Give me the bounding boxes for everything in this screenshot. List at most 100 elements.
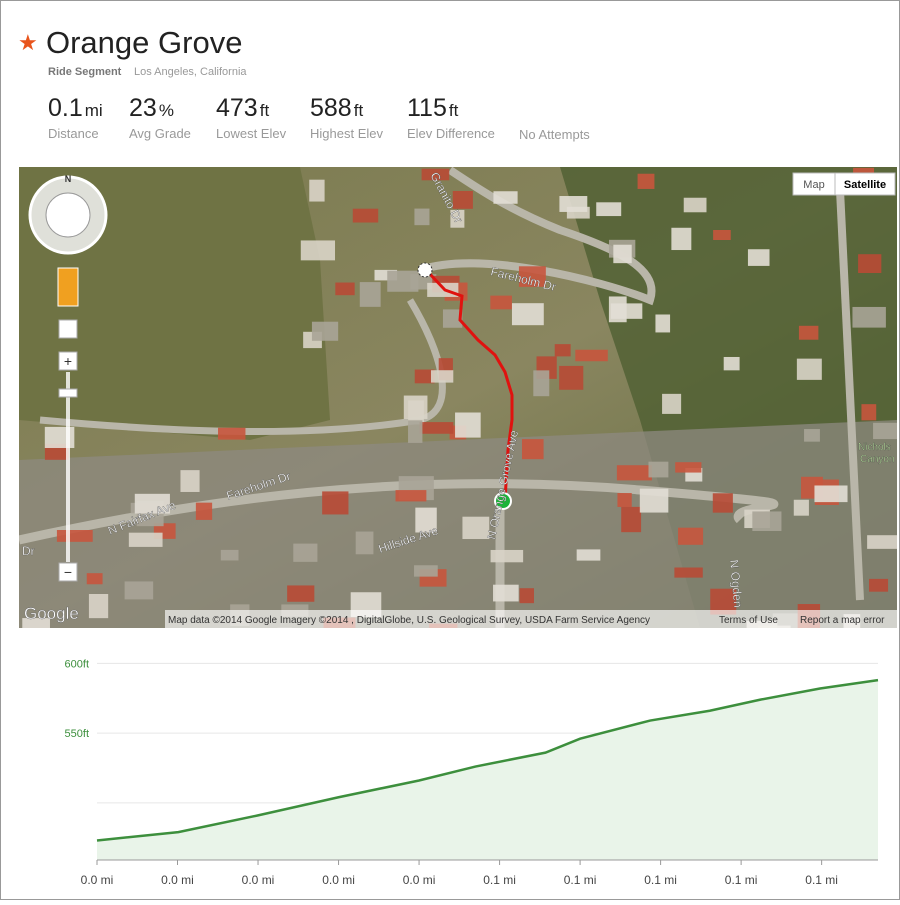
satellite-button[interactable] bbox=[834, 172, 896, 196]
house bbox=[712, 493, 733, 513]
house bbox=[674, 567, 703, 578]
stat-number: 473 bbox=[216, 94, 258, 122]
zoom-in-icon: + bbox=[64, 353, 72, 369]
house bbox=[675, 462, 702, 473]
house bbox=[86, 573, 103, 585]
house bbox=[56, 529, 93, 542]
x-tick-label: 0.0 mi bbox=[242, 873, 275, 887]
house bbox=[180, 470, 200, 492]
house bbox=[195, 502, 213, 520]
street-label: Dr bbox=[22, 544, 35, 558]
attribution: Map data ©2014 Google Imagery ©2014 , Di… bbox=[168, 615, 650, 626]
stat-label: Highest Elev bbox=[310, 126, 383, 141]
house bbox=[309, 179, 325, 202]
house bbox=[639, 488, 669, 513]
attribution-bar bbox=[165, 610, 897, 628]
house bbox=[613, 244, 632, 264]
star-icon: ★ bbox=[18, 30, 38, 55]
zoom-in[interactable] bbox=[58, 351, 78, 371]
house bbox=[442, 309, 463, 328]
attempts: No Attempts bbox=[519, 127, 590, 142]
y-tick-label: 600ft bbox=[65, 658, 89, 670]
house bbox=[300, 240, 336, 261]
street-view[interactable] bbox=[57, 267, 79, 307]
house bbox=[798, 325, 819, 340]
house bbox=[852, 306, 886, 328]
report-link[interactable]: Report a map error bbox=[800, 615, 885, 626]
x-tick-label: 0.1 mi bbox=[725, 873, 758, 887]
house bbox=[220, 549, 239, 561]
house bbox=[218, 427, 246, 440]
house bbox=[869, 578, 889, 592]
house bbox=[637, 173, 655, 189]
house bbox=[683, 197, 707, 213]
house bbox=[455, 412, 481, 438]
google-logo: Google bbox=[24, 604, 79, 623]
house bbox=[533, 370, 550, 397]
elevation-chart: 600ft 550ft 0.0 mi 0.0 mi 0.0 mi 0.0 mi 0.0 mi… bbox=[65, 658, 879, 887]
stat-number: 115 bbox=[407, 94, 447, 122]
x-tick-label: 0.0 mi bbox=[81, 873, 114, 887]
house bbox=[414, 208, 430, 226]
house bbox=[518, 266, 546, 287]
house bbox=[322, 491, 349, 515]
houses bbox=[22, 167, 897, 628]
house bbox=[355, 531, 374, 555]
stat-unit: % bbox=[159, 101, 174, 120]
house bbox=[408, 420, 423, 443]
zoom-handle[interactable] bbox=[58, 388, 78, 398]
stat-value: 473 ft bbox=[216, 94, 269, 122]
house bbox=[124, 581, 154, 600]
zoom-out[interactable] bbox=[58, 562, 78, 582]
house bbox=[359, 282, 381, 307]
house bbox=[374, 269, 398, 281]
house bbox=[421, 168, 450, 181]
stat-value: 588 ft bbox=[310, 94, 363, 122]
map[interactable]: N + − Map Satellite Map data ©2014 Googl… bbox=[19, 167, 900, 648]
house bbox=[511, 303, 544, 326]
house bbox=[814, 485, 848, 503]
house bbox=[867, 535, 897, 549]
route bbox=[426, 270, 514, 501]
house bbox=[427, 282, 459, 297]
house bbox=[430, 370, 454, 383]
map-button-label: Map bbox=[803, 179, 824, 191]
road bbox=[19, 479, 779, 545]
rotate-button[interactable] bbox=[58, 319, 78, 339]
house bbox=[415, 507, 437, 533]
house bbox=[873, 422, 897, 440]
stat-number: 0.1 bbox=[48, 94, 83, 122]
house bbox=[335, 282, 355, 296]
house bbox=[616, 465, 652, 481]
house bbox=[648, 461, 669, 478]
house bbox=[671, 227, 692, 251]
house bbox=[621, 506, 642, 533]
pan-center[interactable] bbox=[45, 192, 91, 238]
house bbox=[747, 249, 770, 266]
house bbox=[655, 314, 671, 333]
compass-label: N bbox=[65, 174, 72, 184]
finish-marker bbox=[417, 262, 433, 278]
house bbox=[723, 356, 740, 371]
zoom-slider[interactable] bbox=[66, 372, 70, 562]
x-tick-label: 0.1 mi bbox=[805, 873, 838, 887]
house bbox=[566, 206, 590, 219]
house bbox=[804, 429, 820, 442]
house bbox=[414, 565, 438, 577]
house bbox=[414, 369, 435, 384]
house bbox=[395, 490, 427, 502]
x-tick-label: 0.0 mi bbox=[161, 873, 194, 887]
terms-link[interactable]: Terms of Use bbox=[719, 615, 778, 626]
title: Orange Grove bbox=[46, 25, 242, 60]
house bbox=[858, 254, 882, 273]
house bbox=[713, 229, 731, 241]
house bbox=[559, 365, 584, 390]
road bbox=[39, 298, 446, 436]
segment-type: Ride Segment bbox=[48, 66, 122, 78]
house bbox=[293, 543, 318, 562]
house bbox=[419, 422, 454, 434]
house bbox=[554, 344, 571, 357]
house bbox=[493, 191, 518, 204]
